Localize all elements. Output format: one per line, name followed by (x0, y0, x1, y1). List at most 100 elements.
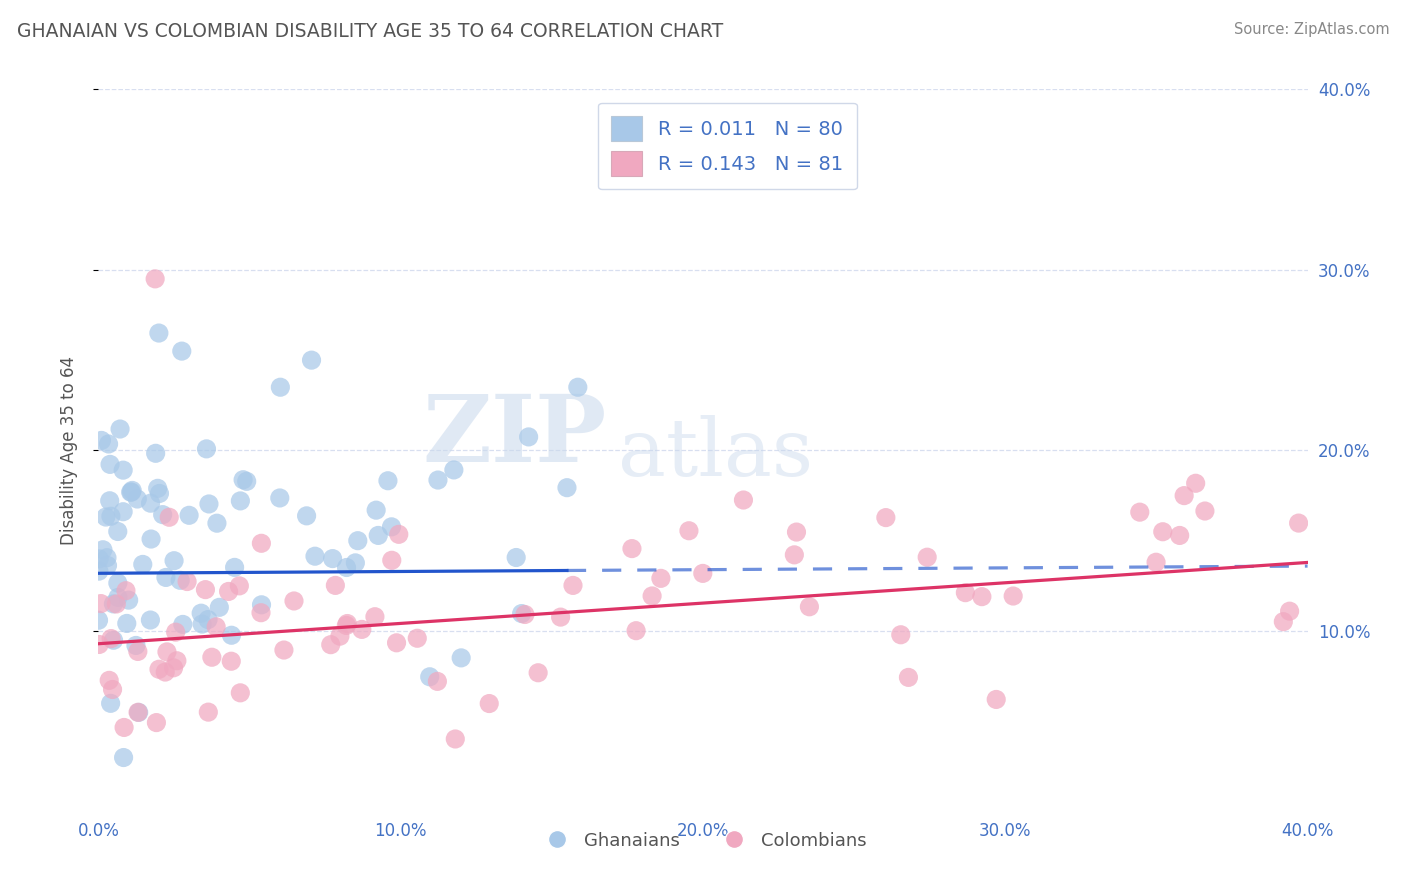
Point (198, 497, 221, 511)
Point (165, 625, 187, 640)
Point (121, 485, 143, 500)
Point (107, 576, 129, 591)
Point (127, 491, 149, 506)
Point (89, 552, 111, 566)
Point (128, 706, 150, 720)
Point (100, 632, 122, 646)
Point (162, 661, 184, 675)
Point (555, 481, 578, 495)
Point (125, 639, 148, 653)
Point (322, 551, 344, 566)
Point (166, 654, 188, 668)
Point (100, 697, 122, 711)
Point (205, 620, 228, 634)
Point (1272, 615, 1295, 629)
Point (112, 750, 135, 764)
Point (510, 607, 533, 621)
Point (218, 584, 240, 599)
Point (127, 706, 149, 720)
Point (388, 527, 411, 541)
Point (91, 542, 114, 557)
Point (232, 473, 254, 487)
Point (785, 524, 807, 539)
Point (385, 636, 408, 650)
Point (650, 571, 672, 585)
Point (406, 632, 429, 646)
Point (799, 599, 821, 614)
Point (250, 598, 273, 612)
Point (283, 594, 305, 608)
Point (148, 326, 170, 340)
Point (121, 483, 143, 498)
Point (201, 650, 224, 665)
Point (1350, 590, 1372, 604)
Point (205, 516, 228, 531)
Point (692, 566, 714, 581)
Point (155, 570, 177, 584)
Point (366, 503, 388, 517)
Point (208, 600, 231, 615)
Point (105, 597, 128, 611)
Point (101, 682, 124, 697)
Point (156, 645, 179, 659)
Point (517, 430, 540, 444)
Point (1173, 489, 1195, 503)
Point (197, 705, 219, 719)
Point (419, 670, 441, 684)
Point (335, 560, 357, 574)
Point (145, 446, 167, 460)
Point (890, 628, 912, 642)
Text: Source: ZipAtlas.com: Source: ZipAtlas.com (1233, 22, 1389, 37)
Point (98, 673, 121, 688)
Point (335, 618, 357, 632)
Point (194, 582, 217, 597)
Point (250, 536, 273, 550)
Point (1316, 598, 1339, 612)
Point (381, 553, 404, 567)
Y-axis label: Disability Age 35 to 64: Disability Age 35 to 64 (59, 356, 77, 545)
Point (1168, 528, 1191, 542)
Point (120, 485, 142, 500)
Point (96, 558, 118, 573)
Point (195, 442, 218, 456)
Point (624, 624, 647, 638)
Point (96, 550, 118, 565)
Point (443, 463, 465, 477)
Point (132, 558, 155, 572)
Point (250, 606, 273, 620)
Point (450, 651, 472, 665)
Point (319, 638, 342, 652)
Point (107, 591, 129, 605)
Point (970, 590, 993, 604)
Point (1288, 516, 1310, 530)
Point (426, 674, 449, 689)
Point (527, 665, 550, 680)
Point (152, 508, 174, 522)
Point (273, 643, 295, 657)
Point (350, 623, 373, 637)
Text: ZIP: ZIP (422, 391, 606, 481)
Point (1002, 589, 1025, 603)
Point (103, 597, 125, 611)
Point (176, 574, 198, 589)
Point (157, 510, 180, 524)
Point (87, 613, 110, 627)
Point (269, 380, 291, 394)
Point (98, 493, 121, 508)
Point (562, 578, 585, 592)
Point (145, 715, 167, 730)
Point (505, 550, 527, 565)
Point (146, 481, 169, 495)
Point (344, 556, 367, 570)
Point (143, 272, 166, 286)
Point (229, 686, 252, 700)
Point (1184, 476, 1206, 491)
Point (155, 665, 177, 679)
Point (139, 496, 162, 510)
Point (98, 458, 121, 472)
Point (89, 638, 111, 652)
Point (139, 613, 162, 627)
Point (367, 528, 389, 542)
Point (444, 731, 467, 746)
Point (295, 508, 318, 523)
